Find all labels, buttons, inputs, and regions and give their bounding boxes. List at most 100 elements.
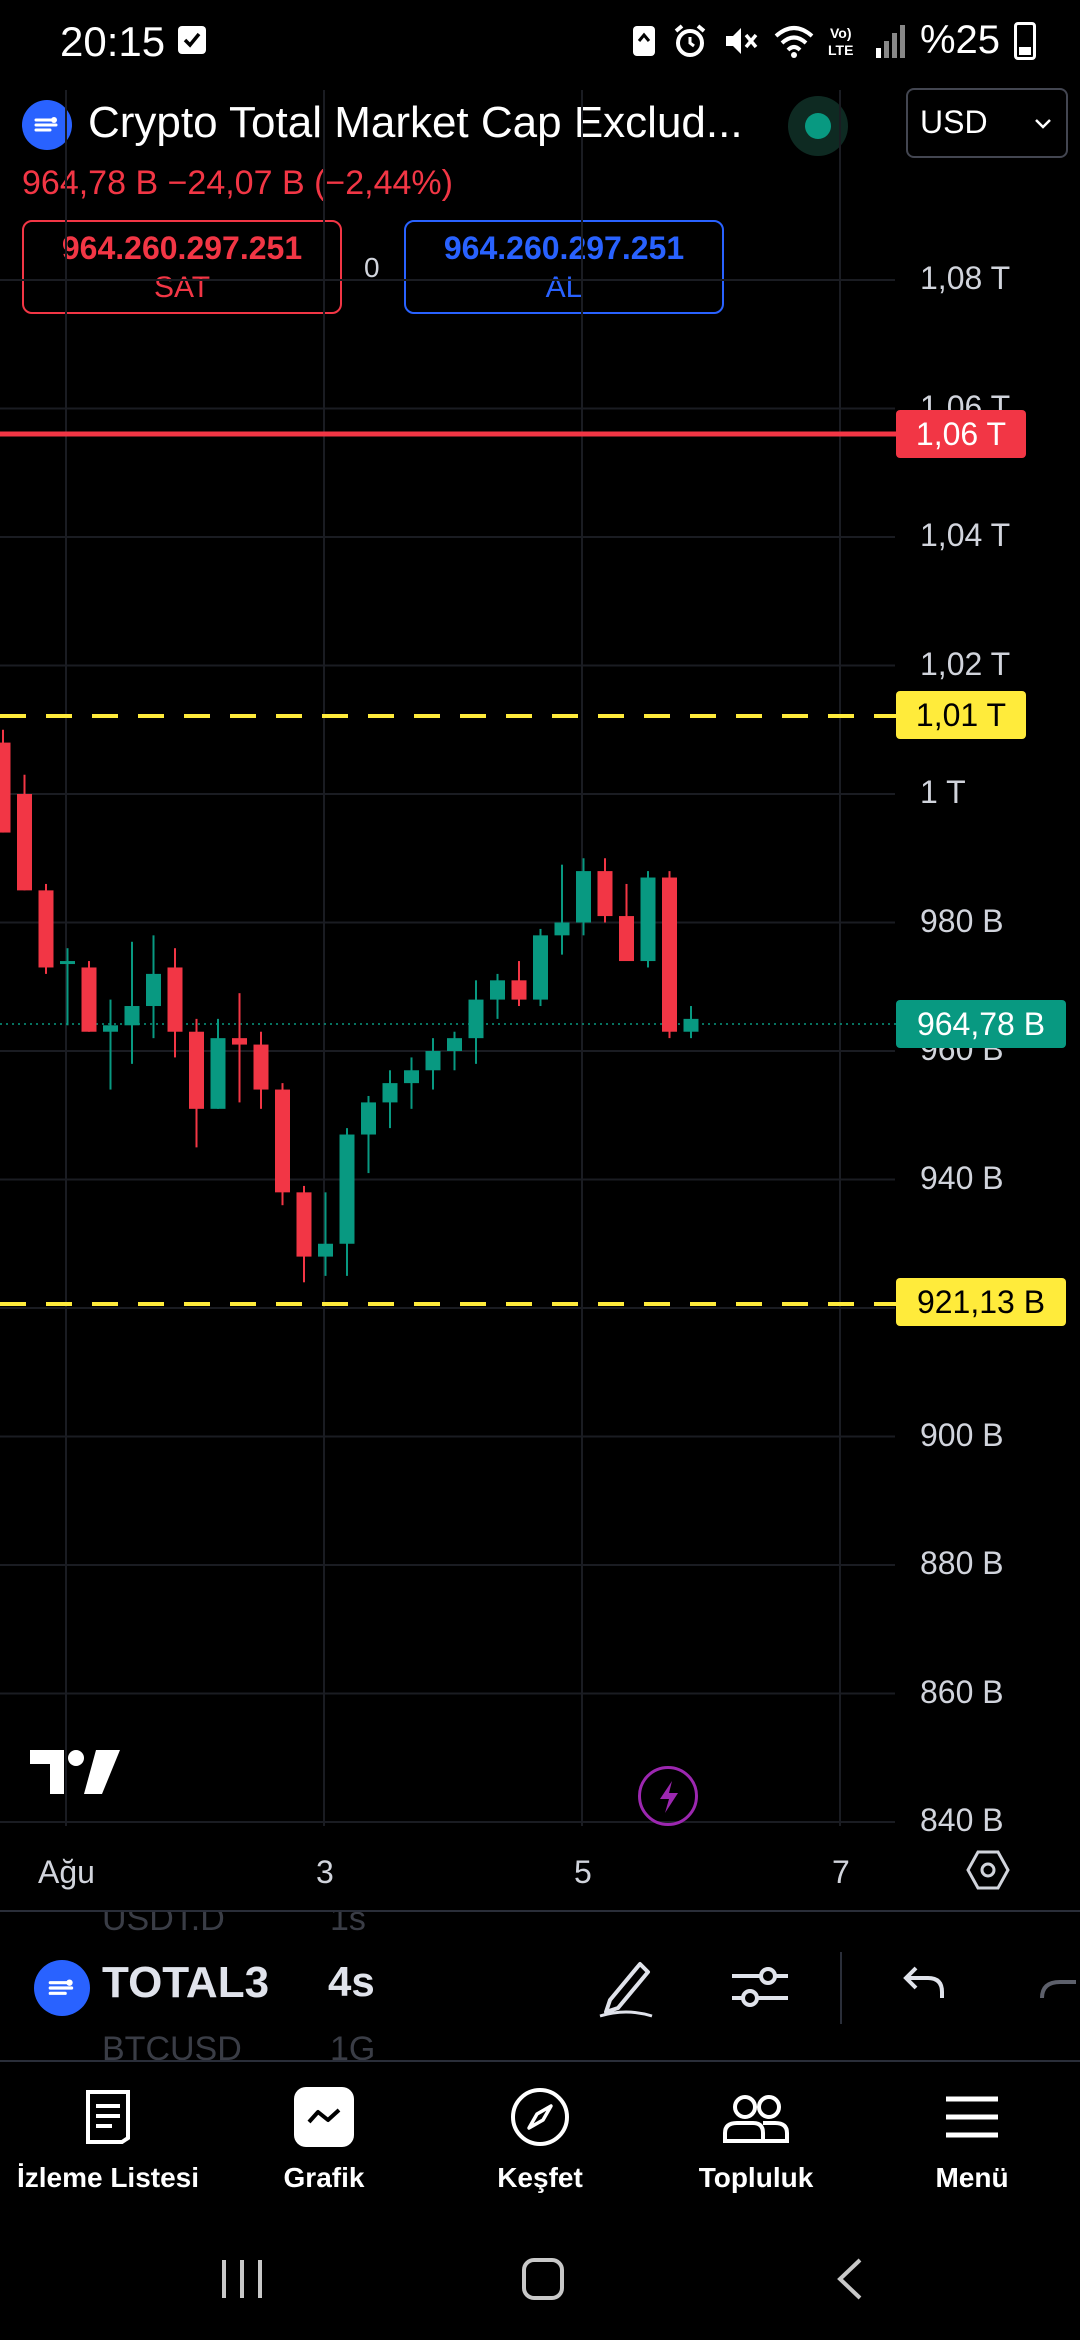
sell-label: SAT [153,271,211,304]
community-icon [723,2095,789,2143]
price-tick: 840 B [920,1802,1004,1838]
bottom-navigation: İzleme Listesi Grafik Keşfet Topluluk Me… [0,2060,1080,2220]
compass-icon [511,2088,569,2146]
nav-community[interactable]: Topluluk [648,2080,864,2194]
time-tick: 3 [316,1854,334,1890]
undo-icon[interactable] [898,1952,948,2020]
candle [554,864,570,955]
nav-chart[interactable]: Grafik [216,2080,432,2194]
buy-button[interactable]: 964.260.297.251 AL [404,220,724,314]
status-time: 20:15 [60,18,166,65]
price-change: 964,78 B −24,07 B (−2,44%) [22,164,453,202]
nav-watchlist[interactable]: İzleme Listesi [0,2080,216,2194]
market-open-dot [805,113,831,139]
symbol-title[interactable]: Crypto Total Market Cap Exclud... [88,98,743,147]
interval-selector[interactable]: 4s [328,1958,375,2005]
toolbar-symbol-logo[interactable] [34,1960,90,2016]
candle [60,948,75,1026]
nav-label: Menü [935,2162,1009,2193]
candle [533,928,548,1007]
symbol-selector[interactable]: TOTAL3 [102,1958,270,2007]
watchlist-icon [86,2090,130,2144]
battery-percent: %25 [919,18,1000,62]
time-axis[interactable]: Ağu 3 5 7 [0,1826,1080,1912]
price-tick: 1 T [920,774,966,810]
svg-text:LTE: LTE [828,42,853,58]
candle [404,1057,419,1109]
back-icon[interactable] [830,2254,870,2304]
menu-icon [946,2096,998,2138]
yellow-lower-label[interactable]: 921,13 B [896,1278,1066,1326]
alarm-icon [674,23,706,57]
sell-button[interactable]: 964.260.297.251 SAT [22,220,342,314]
ghost-interval-top: 1s [330,1910,366,1938]
candle [576,858,591,936]
nav-label: Keşfet [497,2162,583,2193]
buy-label: AL [545,271,583,304]
candle [447,1031,462,1071]
candle [167,948,183,1058]
chart-icon [294,2087,354,2147]
price-tick: 1,04 T [920,517,1011,553]
candle [511,961,527,1007]
candle [296,1185,312,1283]
candle [81,961,97,1032]
sell-price: 964.260.297.251 [61,230,303,266]
currency-select[interactable]: USD [906,88,1068,158]
ghost-symbol-top: USDT.D [102,1910,225,1938]
notification-icon [632,25,655,56]
candle [189,1018,204,1148]
wifi-icon [774,25,814,58]
signal-icon [875,24,905,58]
price-tick: 1,02 T [920,645,1011,682]
candle [0,729,11,833]
chevron-down-icon [1035,119,1051,129]
chart-toolbar: USDT.D 1s BTCUSD 1G TOTAL3 4s [0,1910,1080,2060]
price-tick: 1,08 T [920,260,1011,296]
price-chart[interactable] [0,0,1080,1826]
candle [124,941,140,1064]
red-level-label[interactable]: 1,06 T [896,410,1026,458]
candle [318,1192,333,1276]
nav-explore[interactable]: Keşfet [432,2080,648,2194]
buy-price: 964.260.297.251 [443,230,685,266]
candle [253,1031,269,1109]
candle [425,1038,441,1090]
candle [210,1018,226,1109]
candle [619,883,634,962]
battery-icon [1014,21,1036,60]
lightning-icon[interactable] [638,1766,698,1826]
candle [275,1083,290,1206]
candle [683,1006,699,1039]
market-status-indicator[interactable] [788,96,848,156]
price-tick: 860 B [920,1673,1004,1710]
nav-menu[interactable]: Menü [864,2080,1080,2194]
price-tick: 880 B [920,1545,1004,1581]
recent-apps-icon[interactable] [218,2254,268,2304]
drawing-tool-icon[interactable] [596,1952,656,2020]
currency-value: USD [920,104,988,140]
status-bar: 20:15 Vo) LTE %25 [0,0,1080,88]
system-navigation [0,2220,1080,2340]
time-tick: Ağu [38,1854,95,1890]
price-tick: 980 B [920,902,1004,939]
nav-label: İzleme Listesi [16,2162,200,2193]
price-tick: 900 B [920,1416,1004,1453]
task-done-icon [178,26,206,54]
spread-value: 0 [364,252,380,283]
yellow-upper-label[interactable]: 1,01 T [896,691,1026,739]
svg-text:Vo): Vo) [830,25,852,41]
redo-icon[interactable] [1036,1952,1076,2020]
chart-settings-icon[interactable] [966,1850,1010,1890]
indicators-icon[interactable] [728,1952,792,2020]
candle [339,1128,355,1276]
symbol-logo[interactable] [22,100,72,150]
current-price-label: 964,78 B [896,1000,1066,1048]
candle [146,935,161,1039]
home-icon[interactable] [518,2254,568,2304]
candle [382,1070,398,1129]
candle [361,1095,376,1174]
ghost-interval-bottom: 1G [330,2030,376,2060]
candle [597,858,613,923]
tradingview-logo [30,1750,120,1794]
